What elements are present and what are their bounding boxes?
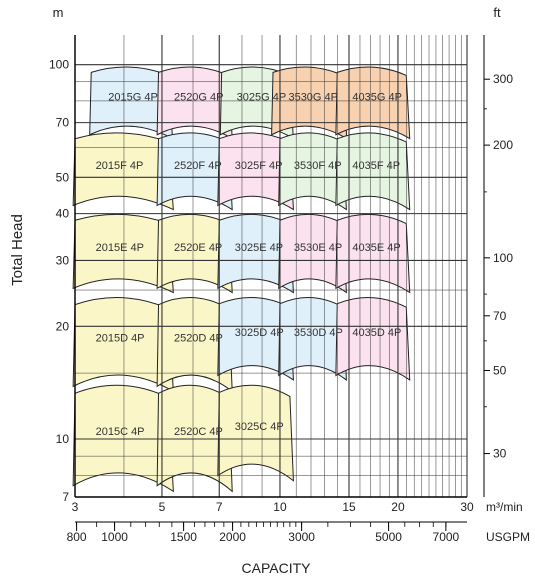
pump-zone-label: 3530F 4P [294, 160, 342, 172]
y-tick-label-m: 100 [49, 58, 69, 72]
y-tick-label-ft: 50 [493, 364, 507, 378]
pump-zone-label: 3530G 4P [288, 92, 338, 104]
pump-zone-label: 4035G 4P [352, 92, 402, 104]
x-tick-label-usgpm: 3000 [288, 530, 315, 544]
x-tick-label-usgpm: 2000 [219, 530, 246, 544]
pump-zone [335, 296, 411, 381]
x-tick-label-m3min: 7 [216, 500, 223, 514]
x-unit-top: m³/min [486, 500, 523, 514]
x-tick-label-m3min: 30 [460, 500, 474, 514]
pump-zone-label: 2015F 4P [96, 160, 144, 172]
pump-zone-label: 2015D 4P [96, 333, 145, 345]
x-tick-label-m3min: 3 [72, 500, 79, 514]
pump-zone-label: 2520D 4P [174, 333, 223, 345]
y-tick-label-m: 50 [56, 170, 70, 184]
pump-zone [72, 213, 174, 294]
pump-zone [217, 384, 294, 482]
y-axis-unit-right: ft [493, 5, 501, 20]
axes-layer: 7 10 20 30 40 50 70 100 30 50 70 100 200 300 3 5 7 10 15 20… [49, 35, 513, 544]
pump-zone [278, 296, 347, 381]
pump-zone [72, 132, 174, 211]
x-tick-label-m3min: 10 [273, 500, 287, 514]
pump-zone-label: 3025C 4P [235, 421, 284, 433]
y-axis-unit-left: m [53, 5, 64, 20]
x-tick-label-m3min: 5 [159, 500, 166, 514]
pump-zone-label: 2015C 4P [96, 426, 145, 438]
pump-zone-label: 3025G 4P [237, 92, 287, 104]
y-tick-label-m: 10 [56, 432, 70, 446]
x-tick-label-usgpm: 1000 [101, 530, 128, 544]
y-tick-label-m: 30 [56, 253, 70, 267]
y-tick-label-ft: 100 [493, 251, 513, 265]
pump-zone-label: 4035E 4P [352, 242, 400, 254]
x-tick-label-usgpm: 7000 [433, 530, 460, 544]
x-tick-label-usgpm: 800 [67, 530, 87, 544]
y-tick-label-ft: 30 [493, 447, 507, 461]
y-tick-label-ft: 70 [493, 309, 507, 323]
pump-zone [156, 132, 233, 211]
y-tick-label-m: 7 [62, 490, 69, 504]
y-axis-title: Total Head [9, 214, 26, 286]
pump-zone [72, 384, 174, 493]
pump-zone-label: 2015E 4P [96, 242, 144, 254]
pump-zone-label: 2520F 4P [174, 160, 222, 172]
pump-zone-label: 4035D 4P [352, 327, 401, 339]
pump-zone [278, 132, 347, 211]
pump-zone-label: 2015G 4P [108, 92, 158, 104]
pump-zone-label: 3530D 4P [294, 327, 343, 339]
pump-zone-label: 2520G 4P [174, 92, 224, 104]
pump-zone-label: 3530E 4P [294, 242, 342, 254]
y-tick-label-ft: 200 [493, 138, 513, 152]
pump-zone [217, 296, 294, 381]
x-tick-label-m3min: 15 [342, 500, 356, 514]
y-tick-label-ft: 300 [493, 72, 513, 86]
x-unit-bottom: USGPM [486, 530, 530, 544]
pump-zone [217, 213, 294, 294]
pump-zone-label: 3025F 4P [235, 160, 283, 172]
pump-zone [156, 213, 233, 294]
y-tick-label-m: 40 [56, 207, 70, 221]
pump-zone [217, 132, 294, 211]
pump-zone [335, 213, 411, 294]
pump-zone-label: 3025E 4P [235, 242, 283, 254]
zone-labels-layer: 2015G 4P 2520G 4P 3025G 4P 3530G 4P 4035G 4P… [96, 92, 402, 439]
pump-zone [156, 384, 233, 493]
pump-zone-label: 2520E 4P [174, 242, 222, 254]
pump-zone [335, 132, 411, 211]
y-tick-label-m: 20 [56, 319, 70, 333]
zones-layer [72, 66, 411, 493]
x-tick-label-usgpm: 1500 [170, 530, 197, 544]
y-tick-label-m: 70 [56, 116, 70, 130]
pump-zone-label: 4035F 4P [352, 160, 400, 172]
x-tick-label-usgpm: 5000 [375, 530, 402, 544]
x-axis-title: CAPACITY [242, 560, 312, 576]
x-tick-label-m3min: 20 [391, 500, 405, 514]
pump-zone [335, 66, 411, 140]
pump-zone-label: 2520C 4P [174, 426, 223, 438]
pump-zone [278, 213, 347, 294]
pump-zone-label: 3025D 4P [235, 327, 284, 339]
grid-layer [74, 35, 468, 498]
